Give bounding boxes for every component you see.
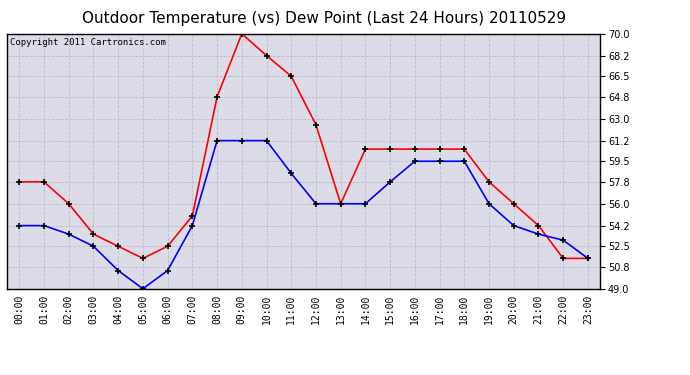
Text: Outdoor Temperature (vs) Dew Point (Last 24 Hours) 20110529: Outdoor Temperature (vs) Dew Point (Last… xyxy=(82,11,566,26)
Text: Copyright 2011 Cartronics.com: Copyright 2011 Cartronics.com xyxy=(10,38,166,46)
